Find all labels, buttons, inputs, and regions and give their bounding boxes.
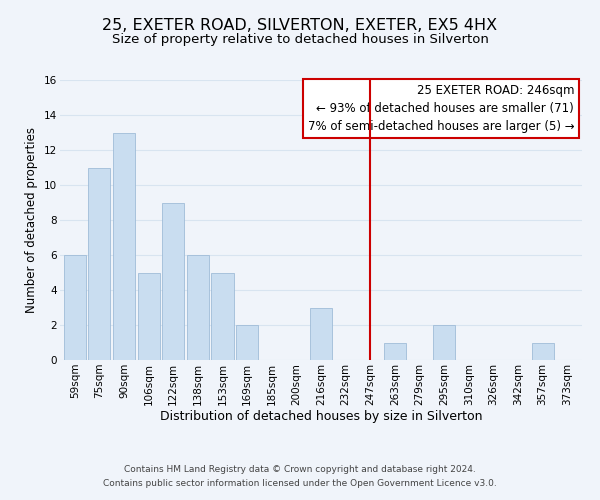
Text: Contains HM Land Registry data © Crown copyright and database right 2024.
Contai: Contains HM Land Registry data © Crown c… bbox=[103, 466, 497, 487]
Bar bbox=[532, 342, 554, 360]
Bar bbox=[433, 325, 455, 360]
Bar bbox=[64, 255, 86, 360]
Bar bbox=[187, 255, 209, 360]
Bar bbox=[236, 325, 258, 360]
Y-axis label: Number of detached properties: Number of detached properties bbox=[25, 127, 38, 313]
Text: 25, EXETER ROAD, SILVERTON, EXETER, EX5 4HX: 25, EXETER ROAD, SILVERTON, EXETER, EX5 … bbox=[103, 18, 497, 32]
Bar bbox=[113, 132, 135, 360]
Bar bbox=[88, 168, 110, 360]
Bar bbox=[384, 342, 406, 360]
Bar bbox=[162, 202, 184, 360]
Text: 25 EXETER ROAD: 246sqm
← 93% of detached houses are smaller (71)
7% of semi-deta: 25 EXETER ROAD: 246sqm ← 93% of detached… bbox=[308, 84, 574, 133]
Bar bbox=[137, 272, 160, 360]
Bar bbox=[310, 308, 332, 360]
Text: Size of property relative to detached houses in Silverton: Size of property relative to detached ho… bbox=[112, 32, 488, 46]
X-axis label: Distribution of detached houses by size in Silverton: Distribution of detached houses by size … bbox=[160, 410, 482, 424]
Bar bbox=[211, 272, 233, 360]
